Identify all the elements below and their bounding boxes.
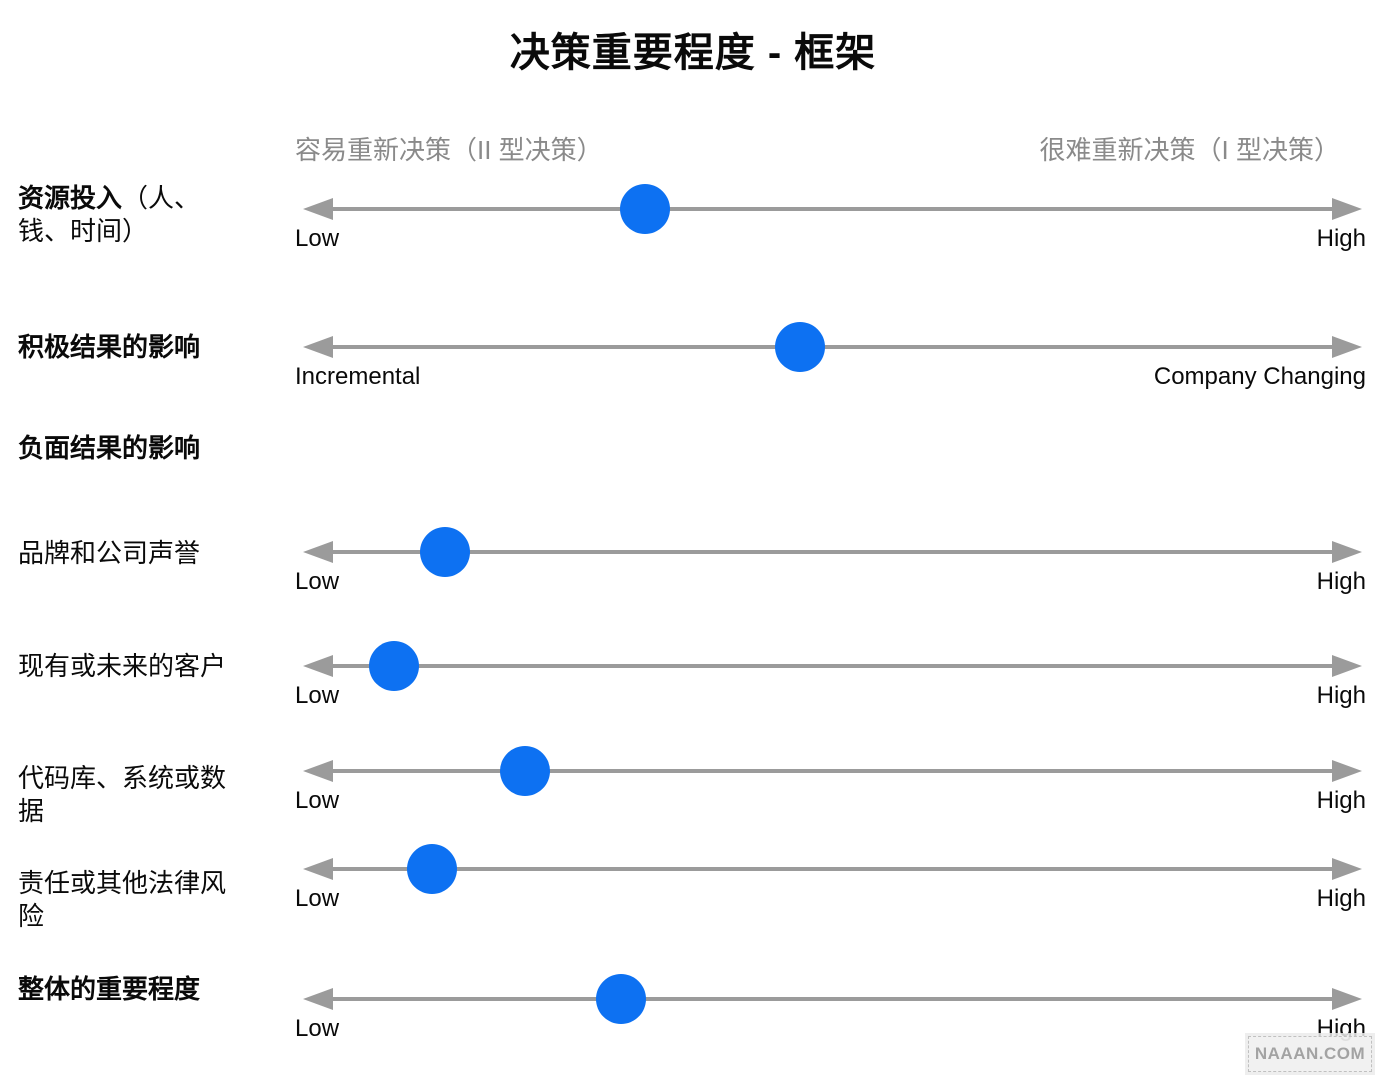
scale-track-liability-legal-risk: Low High bbox=[295, 844, 1366, 928]
section-header-negative-outcome-impact: 负面结果的影响 bbox=[18, 432, 318, 465]
scale-high-label: Company Changing bbox=[1153, 363, 1366, 390]
row-label-text: 代码库、系统或数据 bbox=[18, 763, 227, 826]
scale-dot-overall-importance[interactable] bbox=[595, 974, 646, 1024]
arrowhead-left-icon bbox=[303, 760, 333, 782]
scale-low-label: Low bbox=[295, 682, 340, 709]
scale-high-label: High bbox=[1316, 568, 1366, 595]
scale-dot-liability-legal-risk[interactable] bbox=[407, 844, 458, 894]
scale-low-label: Low bbox=[295, 1015, 340, 1042]
scale-high-label: High bbox=[1316, 225, 1366, 252]
scale-line bbox=[327, 769, 1338, 773]
arrowhead-right-icon bbox=[1332, 655, 1362, 677]
arrowhead-right-icon bbox=[1332, 858, 1362, 880]
scale-high-label: High bbox=[1316, 682, 1366, 709]
arrowhead-left-icon bbox=[303, 336, 333, 358]
scale-high-label: High bbox=[1316, 885, 1366, 912]
arrowhead-right-icon bbox=[1332, 198, 1362, 220]
row-label-brand-company-reputation: 品牌和公司声誉 bbox=[18, 537, 258, 570]
watermark-badge: NAAAN.COM bbox=[1248, 1036, 1372, 1072]
row-label-positive-outcome-impact: 积极结果的影响 bbox=[18, 331, 258, 364]
row-label-codebase-systems-data: 代码库、系统或数据 bbox=[18, 762, 248, 827]
row-label-text: 责任或其他法律风险 bbox=[18, 868, 227, 931]
scale-line bbox=[327, 997, 1338, 1001]
arrowhead-right-icon bbox=[1332, 988, 1362, 1010]
axis-label-easy-to-redecide: 容易重新决策（II 型决策） bbox=[295, 135, 603, 165]
row-label-text: 品牌和公司声誉 bbox=[18, 538, 201, 568]
arrowhead-left-icon bbox=[303, 541, 333, 563]
page-title: 决策重要程度 - 框架 bbox=[509, 31, 877, 75]
arrowhead-left-icon bbox=[303, 198, 333, 220]
scale-line bbox=[327, 664, 1338, 668]
scale-dot-brand-company-reputation[interactable] bbox=[419, 527, 470, 577]
row-label-bold-text: 负面结果的影响 bbox=[18, 433, 201, 463]
row-label-bold-text: 积极结果的影响 bbox=[18, 332, 201, 362]
scale-low-label: Low bbox=[295, 885, 340, 912]
scale-dot-resource-investment[interactable] bbox=[620, 184, 671, 234]
arrowhead-left-icon bbox=[303, 655, 333, 677]
arrowhead-right-icon bbox=[1332, 336, 1362, 358]
scale-dot-positive-outcome-impact[interactable] bbox=[774, 322, 825, 372]
scale-track-brand-company-reputation: Low High bbox=[295, 527, 1366, 611]
scale-track-codebase-systems-data: Low High bbox=[295, 746, 1366, 830]
scale-line bbox=[327, 867, 1338, 871]
row-label-bold-text: 整体的重要程度 bbox=[18, 974, 201, 1004]
row-label-text: （人、钱、时间） bbox=[18, 183, 201, 246]
scale-track-positive-outcome-impact: Incremental Company Changing bbox=[295, 322, 1366, 406]
arrowhead-left-icon bbox=[303, 988, 333, 1010]
scale-track-overall-importance: Low High bbox=[295, 974, 1366, 1058]
scale-dot-current-future-customers[interactable] bbox=[369, 641, 420, 691]
arrowhead-right-icon bbox=[1332, 541, 1362, 563]
axis-label-hard-to-redecide: 很难重新决策（I 型决策） bbox=[1039, 135, 1340, 165]
scale-low-label: Low bbox=[295, 568, 340, 595]
scale-line bbox=[327, 207, 1338, 211]
row-label-liability-legal-risk: 责任或其他法律风险 bbox=[18, 867, 248, 932]
scale-track-current-future-customers: Low High bbox=[295, 641, 1366, 725]
scale-low-label: Incremental bbox=[295, 363, 421, 390]
row-label-resource-investment: 资源投入（人、钱、时间） bbox=[18, 182, 218, 247]
scale-track-resource-investment: Low High bbox=[295, 184, 1366, 268]
arrowhead-left-icon bbox=[303, 858, 333, 880]
row-label-bold-text: 资源投入 bbox=[18, 183, 123, 213]
scale-line bbox=[327, 345, 1338, 349]
scale-low-label: Low bbox=[295, 225, 340, 252]
arrowhead-right-icon bbox=[1332, 760, 1362, 782]
row-label-overall-importance: 整体的重要程度 bbox=[18, 973, 258, 1006]
row-label-text: 现有或未来的客户 bbox=[18, 651, 227, 681]
scale-low-label: Low bbox=[295, 787, 340, 814]
row-label-current-future-customers: 现有或未来的客户 bbox=[18, 650, 258, 683]
scale-dot-codebase-systems-data[interactable] bbox=[500, 746, 551, 796]
scale-line bbox=[327, 550, 1338, 554]
scale-high-label: High bbox=[1316, 787, 1366, 814]
